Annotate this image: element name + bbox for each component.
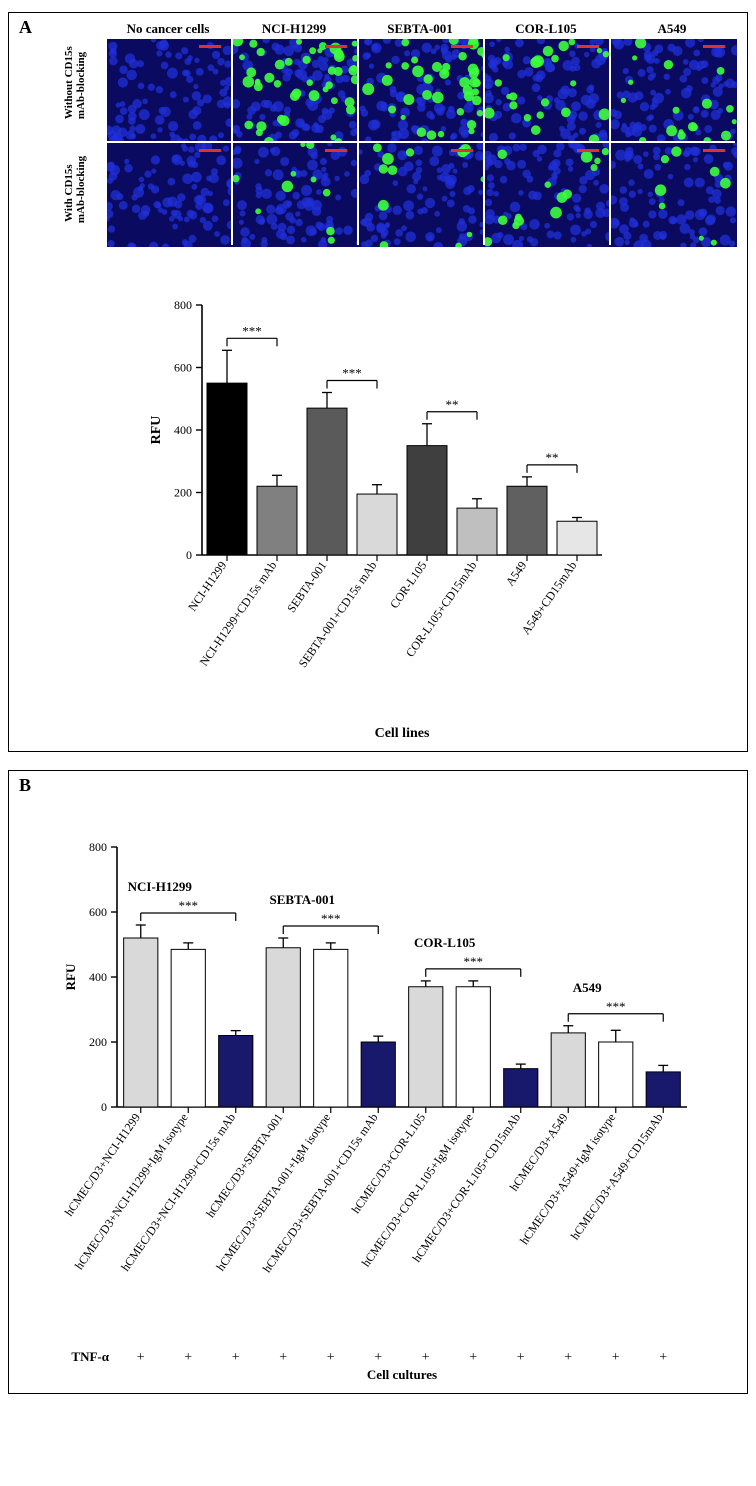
microscopy-row-label: With CD15s mAb-blocking — [63, 163, 87, 223]
microscopy-row: With CD15s mAb-blocking — [45, 141, 741, 245]
svg-text:600: 600 — [89, 905, 107, 919]
panel-a-label: A — [19, 17, 32, 38]
scale-bar — [325, 149, 347, 152]
micrograph — [483, 141, 609, 245]
col-header: No cancer cells — [105, 21, 231, 37]
svg-text:+: + — [469, 1350, 477, 1365]
svg-text:hCMEC/D3+A549+IgM isotype: hCMEC/D3+A549+IgM isotype — [517, 1111, 618, 1247]
svg-text:+: + — [374, 1350, 382, 1365]
svg-text:**: ** — [546, 450, 559, 465]
svg-text:+: + — [137, 1350, 145, 1365]
svg-text:0: 0 — [186, 548, 192, 562]
svg-text:+: + — [659, 1350, 667, 1365]
svg-text:***: *** — [179, 898, 199, 913]
col-header: COR-L105 — [483, 21, 609, 37]
svg-text:***: *** — [464, 954, 484, 969]
svg-text:***: *** — [242, 323, 262, 338]
panel-b-chart: 0200400600800RFUhCMEC/D3+NCI-H1299hCMEC/… — [15, 787, 741, 1387]
scale-bar — [577, 45, 599, 48]
svg-text:hCMEC/D3+A549+CD15mAb: hCMEC/D3+A549+CD15mAb — [568, 1111, 666, 1243]
micrograph — [105, 141, 231, 245]
panel-a: A No cancer cells NCI-H1299 SEBTA-001 CO… — [8, 12, 748, 752]
scale-bar — [703, 45, 725, 48]
svg-text:**: ** — [446, 397, 459, 412]
micrograph — [357, 141, 483, 245]
micrograph — [105, 37, 231, 141]
svg-text:RFU: RFU — [63, 963, 78, 990]
svg-text:NCI-H1299: NCI-H1299 — [185, 559, 229, 614]
svg-text:200: 200 — [89, 1035, 107, 1049]
microscopy-row-label: Without CD15s mAb-blocking — [63, 59, 87, 119]
svg-text:0: 0 — [101, 1100, 107, 1114]
svg-text:600: 600 — [174, 361, 192, 375]
scale-bar — [199, 149, 221, 152]
svg-text:***: *** — [342, 366, 362, 381]
scale-bar — [325, 45, 347, 48]
svg-text:A549: A549 — [573, 980, 602, 995]
panel-b: B 0200400600800RFUhCMEC/D3+NCI-H1299hCME… — [8, 770, 748, 1394]
scale-bar — [577, 149, 599, 152]
micrograph — [609, 141, 735, 245]
svg-text:+: + — [564, 1350, 572, 1365]
panel-a-chart: 0200400600800RFUNCI-H1299NCI-H1299+CD15s… — [15, 255, 741, 745]
svg-text:***: *** — [321, 911, 341, 926]
microscopy-col-headers: No cancer cells NCI-H1299 SEBTA-001 COR-… — [105, 21, 741, 37]
scale-bar — [199, 45, 221, 48]
svg-text:+: + — [279, 1350, 287, 1365]
svg-text:A549+CD15mAb: A549+CD15mAb — [519, 559, 580, 638]
col-header: NCI-H1299 — [231, 21, 357, 37]
svg-text:A549: A549 — [503, 559, 530, 589]
scale-bar — [451, 149, 473, 152]
svg-text:+: + — [184, 1350, 192, 1365]
svg-text:Cell cultures: Cell cultures — [367, 1367, 437, 1382]
svg-text:SEBTA-001: SEBTA-001 — [270, 892, 336, 907]
svg-text:+: + — [517, 1350, 525, 1365]
panel-b-label: B — [19, 775, 31, 796]
micrograph — [483, 37, 609, 141]
svg-text:800: 800 — [174, 298, 192, 312]
svg-text:800: 800 — [89, 840, 107, 854]
svg-text:NCI-H1299: NCI-H1299 — [128, 879, 193, 894]
svg-text:***: *** — [606, 999, 626, 1014]
svg-text:Cell lines: Cell lines — [375, 726, 430, 741]
figure: A No cancer cells NCI-H1299 SEBTA-001 CO… — [0, 0, 756, 1424]
svg-text:COR-L105: COR-L105 — [414, 935, 476, 950]
svg-text:COR-L105: COR-L105 — [387, 559, 429, 611]
col-header: A549 — [609, 21, 735, 37]
svg-text:400: 400 — [174, 423, 192, 437]
col-header: SEBTA-001 — [357, 21, 483, 37]
svg-text:+: + — [232, 1350, 240, 1365]
micrograph — [357, 37, 483, 141]
svg-text:200: 200 — [174, 486, 192, 500]
svg-text:400: 400 — [89, 970, 107, 984]
svg-text:+: + — [422, 1350, 430, 1365]
microscopy-grid: No cancer cells NCI-H1299 SEBTA-001 COR-… — [45, 21, 741, 245]
micrograph — [231, 141, 357, 245]
svg-text:+: + — [612, 1350, 620, 1365]
svg-text:SEBTA-001: SEBTA-001 — [284, 559, 329, 615]
microscopy-row: Without CD15s mAb-blocking — [45, 37, 741, 141]
micrograph — [609, 37, 735, 141]
scale-bar — [451, 45, 473, 48]
svg-text:+: + — [327, 1350, 335, 1365]
micrograph — [231, 37, 357, 141]
svg-text:TNF-α: TNF-α — [71, 1349, 109, 1364]
svg-text:RFU: RFU — [149, 416, 164, 445]
scale-bar — [703, 149, 725, 152]
